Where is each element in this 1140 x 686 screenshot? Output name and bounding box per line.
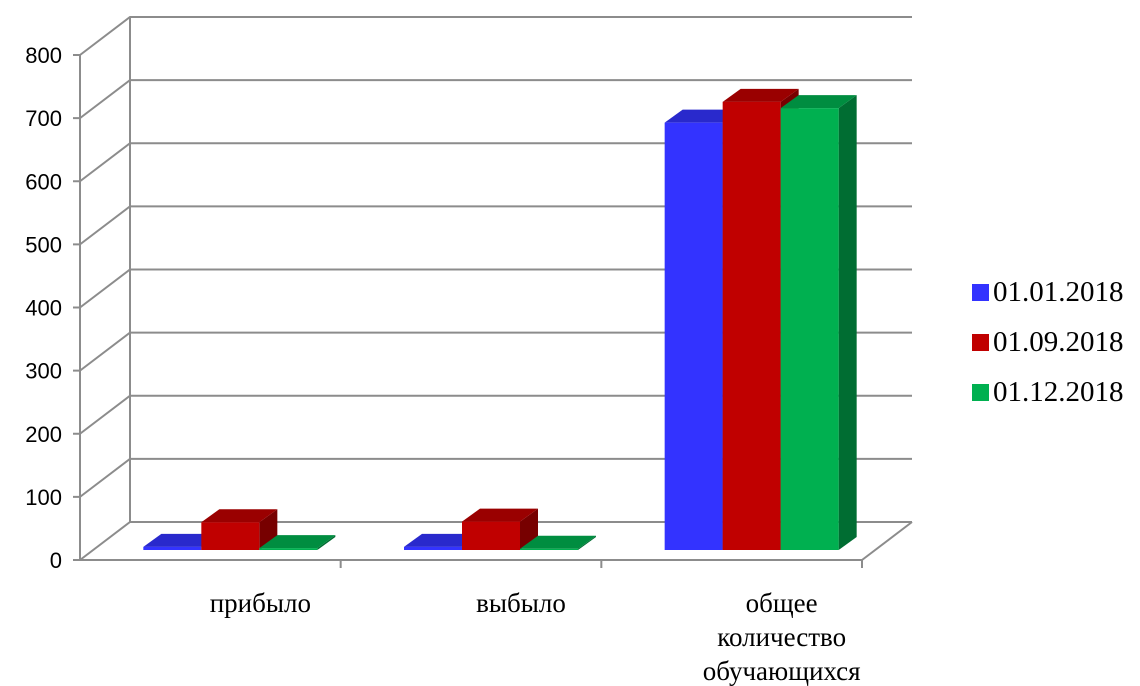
bar-front bbox=[780, 108, 839, 550]
y-tick-label: 400 bbox=[25, 296, 62, 321]
bar-front bbox=[722, 101, 781, 550]
bar-front bbox=[143, 546, 202, 550]
y-axis-ticks: 0 100 200 300 400 500 600 700 800 bbox=[25, 43, 62, 573]
bar-top bbox=[259, 535, 336, 549]
bar-front bbox=[259, 548, 318, 550]
floor-left-edge bbox=[79, 521, 131, 561]
bar-front bbox=[520, 548, 578, 550]
y-tick-label: 500 bbox=[25, 232, 62, 257]
y-tick-label: 200 bbox=[25, 422, 62, 447]
gridline bbox=[79, 16, 912, 56]
gridline bbox=[79, 205, 912, 246]
bar bbox=[462, 508, 538, 550]
bar-top bbox=[201, 509, 278, 523]
gridline bbox=[79, 394, 912, 435]
bar-top bbox=[664, 109, 741, 123]
legend: 01.01.2018 01.09.2018 01.12.2018 bbox=[972, 276, 1124, 408]
axes bbox=[73, 54, 863, 568]
y-tick-label: 700 bbox=[25, 106, 62, 131]
x-category-label: количество bbox=[717, 622, 846, 652]
bar-side bbox=[317, 535, 336, 550]
bar-front bbox=[664, 122, 723, 551]
gridlines bbox=[79, 16, 912, 498]
gridline bbox=[79, 142, 912, 183]
y-tick-label: 0 bbox=[50, 548, 62, 573]
bar bbox=[201, 509, 278, 550]
bar-front bbox=[201, 522, 260, 550]
bar-top bbox=[780, 95, 857, 109]
legend-swatch bbox=[972, 284, 989, 301]
x-axis-labels: прибыло выбыло общее количество обучающихся bbox=[210, 588, 861, 686]
bar bbox=[259, 535, 336, 550]
y-tick-label: 800 bbox=[25, 43, 62, 68]
legend-label: 01.09.2018 bbox=[993, 326, 1124, 358]
gridline bbox=[79, 79, 912, 119]
bar-top bbox=[722, 88, 799, 102]
y-tick-label: 600 bbox=[25, 169, 62, 194]
gridline bbox=[79, 331, 912, 372]
floor-right-edge bbox=[861, 521, 913, 561]
gridline bbox=[79, 457, 912, 498]
legend-label: 01.01.2018 bbox=[993, 276, 1124, 308]
legend-label: 01.12.2018 bbox=[993, 376, 1124, 408]
bars bbox=[143, 88, 857, 551]
legend-swatch bbox=[972, 334, 989, 351]
bar-top bbox=[143, 533, 220, 547]
bar bbox=[520, 535, 596, 550]
bar-side bbox=[838, 95, 857, 550]
bar-front bbox=[404, 546, 462, 550]
bar-top bbox=[404, 533, 480, 547]
x-category-label: выбыло bbox=[476, 588, 566, 618]
bar bbox=[780, 95, 857, 550]
gridline bbox=[79, 268, 912, 309]
x-category-label: обучающихся bbox=[703, 656, 861, 686]
x-category-label: прибыло bbox=[210, 588, 311, 618]
y-tick-label: 100 bbox=[25, 485, 62, 510]
x-category-label: общее bbox=[746, 588, 818, 618]
bar-side bbox=[578, 535, 596, 550]
bar-top bbox=[462, 508, 538, 522]
legend-swatch bbox=[972, 384, 989, 401]
y-tick-label: 300 bbox=[25, 359, 62, 384]
bar-front bbox=[462, 521, 520, 550]
bar-top bbox=[520, 535, 596, 549]
